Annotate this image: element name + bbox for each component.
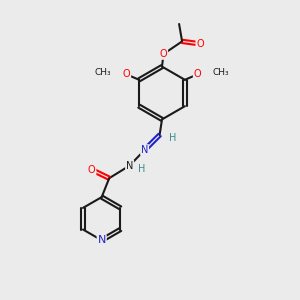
Text: CH₃: CH₃	[212, 68, 229, 77]
Text: N: N	[126, 160, 133, 171]
Text: O: O	[196, 39, 204, 49]
Text: O: O	[88, 165, 96, 175]
Text: O: O	[160, 49, 167, 59]
Text: N: N	[98, 235, 106, 245]
Text: H: H	[138, 164, 145, 174]
Text: O: O	[123, 69, 130, 80]
Text: CH₃: CH₃	[95, 68, 112, 77]
Text: N: N	[141, 145, 148, 155]
Text: H: H	[169, 133, 176, 143]
Text: O: O	[194, 69, 201, 80]
